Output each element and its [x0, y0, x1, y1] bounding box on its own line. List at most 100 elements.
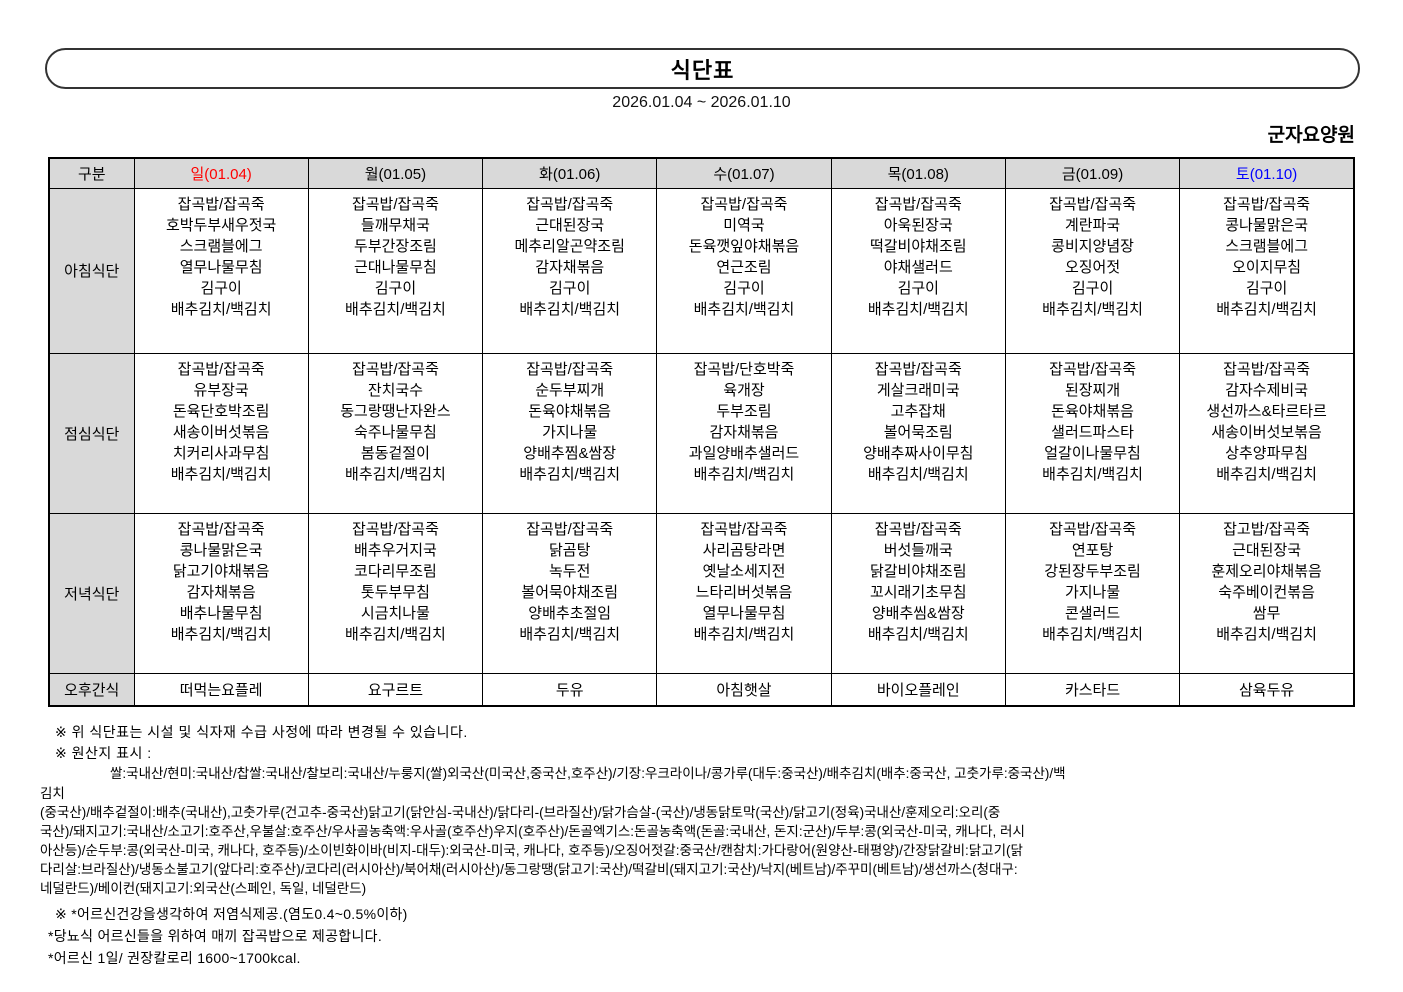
menu-item: 콘샐러드 — [1064, 604, 1121, 622]
snack-row-label: 오후간식 — [48, 672, 135, 707]
menu-item: 근대나물무침 — [354, 258, 437, 276]
menu-item: 잡곡밥/잡곡죽 — [526, 520, 614, 538]
origin-line: 아산등)/순두부:콩(외국산-미국, 캐나다, 호주등)/소이빈화이바(비지-대… — [40, 843, 1023, 858]
menu-item: 사리곰탕라면 — [702, 541, 786, 559]
menu-cell: 잡곡밥/잡곡죽 감자수제비국 생선까스&타르타르 새송이버섯보볶음 상추양파무침 배추김치… — [1179, 352, 1355, 514]
menu-cell: 잡곡밥/잡곡죽 연포탕 강된장두부조림 가지나물 콘샐러드 배추김치/백김치 — [1004, 512, 1181, 674]
menu-item: 훈제오리야채볶음 — [1211, 562, 1322, 580]
menu-item: 잡곡밥/잡곡죽 — [526, 360, 614, 378]
menu-item: 잡곡밥/잡곡죽 — [351, 520, 439, 538]
menu-item: 감자채볶음 — [709, 423, 779, 441]
menu-cell: 잡곡밥/잡곡죽 미역국 돈육깻잎야채볶음 연근조림 김구이 배추김치/백김치 — [656, 187, 832, 354]
menu-item: 봄동겉절이 — [360, 444, 430, 462]
menu-item: 새송이버섯보볶음 — [1211, 423, 1322, 441]
menu-item: 쌈무 — [1252, 604, 1281, 622]
menu-item: 숙주베이컨볶음 — [1218, 583, 1315, 601]
menu-item: 오징어젓 — [1064, 258, 1121, 276]
menu-item: 김구이 — [374, 279, 417, 297]
menu-item: 배추김치/백김치 — [867, 625, 969, 643]
bottom-note: *어르신 1일/ 권장칼로리 1600~1700kcal. — [48, 950, 301, 966]
menu-item: 닭고기야채볶음 — [172, 562, 270, 580]
menu-item: 배추김치/백김치 — [345, 465, 446, 483]
menu-item: 콩나물맑은국 — [179, 541, 263, 559]
menu-item: 느타리버섯볶음 — [695, 583, 793, 601]
menu-item: 게살크래미국 — [876, 381, 960, 399]
menu-item: 김구이 — [723, 279, 765, 297]
menu-item: 들깨무채국 — [360, 216, 430, 234]
origin-line: 다리살:브라질산)/냉동소불고기(앞다리:호주산)/코다리(러시아산)/북어채(… — [40, 862, 1018, 877]
menu-item: 배추김치/백김치 — [1042, 625, 1143, 643]
menu-cell: 잡곡밥/잡곡죽 유부장국 돈육단호박조림 새송이버섯볶음 치커리사과무침 배추김치/백김치 — [133, 352, 309, 514]
menu-item: 김구이 — [1245, 279, 1288, 297]
menu-item: 잡곡밥/단호박죽 — [693, 360, 795, 378]
menu-item: 돈육야채볶음 — [1051, 402, 1134, 420]
snack-cell: 카스타드 — [1004, 672, 1181, 707]
menu-item: 잡곡밥/잡곡죽 — [177, 520, 265, 538]
menu-item: 꼬시래기초무침 — [869, 583, 967, 601]
menu-item: 배추김치/백김치 — [345, 300, 446, 318]
menu-item: 배추김치/백김치 — [170, 300, 272, 318]
title-box: 식단표 — [45, 48, 1360, 89]
footnotes: ※ 위 식단표는 시설 및 식자재 수급 사정에 따라 변경될 수 있습니다. … — [40, 722, 1370, 970]
menu-item: 잡곡밥/잡곡죽 — [177, 195, 265, 213]
menu-cell: 잡곡밥/잡곡죽 들깨무채국 두부간장조림 근대나물무침 김구이 배추김치/백김치 — [307, 187, 484, 354]
menu-item: 배추김치/백김치 — [867, 465, 969, 483]
menu-item: 배추우거지국 — [354, 541, 437, 559]
change-notice: ※ 위 식단표는 시설 및 식자재 수급 사정에 따라 변경될 수 있습니다. — [55, 724, 468, 740]
menu-item: 생선까스&타르타르 — [1206, 402, 1327, 420]
menu-item: 잡곡밥/잡곡죽 — [351, 360, 439, 378]
menu-item: 샐러드파스타 — [1051, 423, 1134, 441]
menu-item: 잡곡밥/잡곡죽 — [700, 520, 788, 538]
menu-item: 근대된장국 — [535, 216, 605, 234]
menu-item: 순두부찌개 — [535, 381, 605, 399]
snack-cell: 두유 — [482, 672, 658, 707]
menu-item: 연근조림 — [716, 258, 772, 276]
menu-item: 동그랑땡난자완스 — [340, 402, 451, 420]
menu-item: 잔치국수 — [367, 381, 424, 399]
menu-cell: 잡곡밥/잡곡죽 닭곰탕 녹두전 볼어묵야채조림 양배추초절임 배추김치/백김치 — [482, 512, 658, 674]
menu-item: 배추김치/백김치 — [170, 465, 272, 483]
menu-item: 양배추찜&쌈장 — [523, 444, 617, 462]
menu-cell: 잡곡밥/잡곡죽 배추우거지국 코다리무조림 톳두부무침 시금치나물 배추김치/백김치 — [307, 512, 484, 674]
menu-item: 감자수제비국 — [1225, 381, 1308, 399]
menu-item: 배추김치/백김치 — [1042, 300, 1143, 318]
meal-row-dinner: 저녁식단 잡곡밥/잡곡죽 콩나물맑은국 닭고기야채볶음 감자채볶음 배추나물무침 배추김치/… — [48, 512, 1355, 674]
menu-cell: 잡곡밥/잡곡죽 콩나물맑은국 스크램블에그 오이지무침 김구이 배추김치/백김치 — [1179, 187, 1355, 354]
day-header-3: 수(01.07) — [656, 157, 832, 189]
menu-item: 김구이 — [549, 279, 591, 297]
menu-item: 오이지무침 — [1232, 258, 1302, 276]
menu-item: 닭갈비야채조림 — [869, 562, 967, 580]
menu-item: 잡곡밥/잡곡죽 — [874, 195, 962, 213]
menu-cell: 잡곡밥/단호박죽 육개장 두부조림 감자채볶음 과일양배추샐러드 배추김치/백김치 — [656, 352, 832, 514]
menu-item: 배추김치/백김치 — [1216, 625, 1317, 643]
menu-item: 볼어묵야채조림 — [521, 583, 618, 601]
menu-item: 연포탕 — [1071, 541, 1114, 559]
menu-item: 잡곡밥/잡곡죽 — [700, 195, 788, 213]
menu-item: 치커리사과무침 — [172, 444, 270, 462]
menu-item: 가지나물 — [1064, 583, 1121, 601]
menu-item: 잡곡밥/잡곡죽 — [874, 360, 962, 378]
page-title: 식단표 — [670, 57, 735, 83]
menu-item: 양배추초절임 — [528, 604, 612, 622]
menu-item: 잡고밥/잡곡죽 — [1223, 520, 1311, 538]
menu-item: 열무나물무침 — [179, 258, 263, 276]
meal-plan-table: 구분 일(01.04) 월(01.05) 화(01.06) 수(01.07) 목(01.0… — [48, 157, 1355, 707]
menu-item: 호박두부새우젓국 — [165, 216, 277, 234]
menu-item: 양배추씸&쌈장 — [871, 604, 965, 622]
origin-line: 김치 — [40, 786, 65, 801]
origin-heading: ※ 원산지 표시 : — [55, 745, 152, 761]
menu-item: 메추리알곤약조림 — [514, 237, 625, 255]
snack-cell: 아침햇살 — [656, 672, 832, 707]
menu-item: 배추김치/백김치 — [519, 465, 621, 483]
snack-row: 오후간식 떠먹는요플레 요구르트 두유 아침햇살 바이오플레인 카스타드 삼육두유 — [48, 672, 1355, 707]
menu-item: 근대된장국 — [1232, 541, 1302, 559]
menu-item: 돈육깻잎야채볶음 — [688, 237, 800, 255]
menu-item: 강된장두부조림 — [1044, 562, 1141, 580]
menu-cell: 잡곡밥/잡곡죽 계란파국 콩비지양념장 오징어젓 김구이 배추김치/백김치 — [1004, 187, 1181, 354]
menu-item: 코다리무조림 — [354, 562, 437, 580]
meal-row-label: 저녁식단 — [48, 512, 135, 674]
menu-item: 된장찌개 — [1064, 381, 1121, 399]
menu-item: 미역국 — [723, 216, 765, 234]
menu-item: 배추김치/백김치 — [867, 300, 969, 318]
menu-item: 볼어묵조림 — [883, 423, 953, 441]
